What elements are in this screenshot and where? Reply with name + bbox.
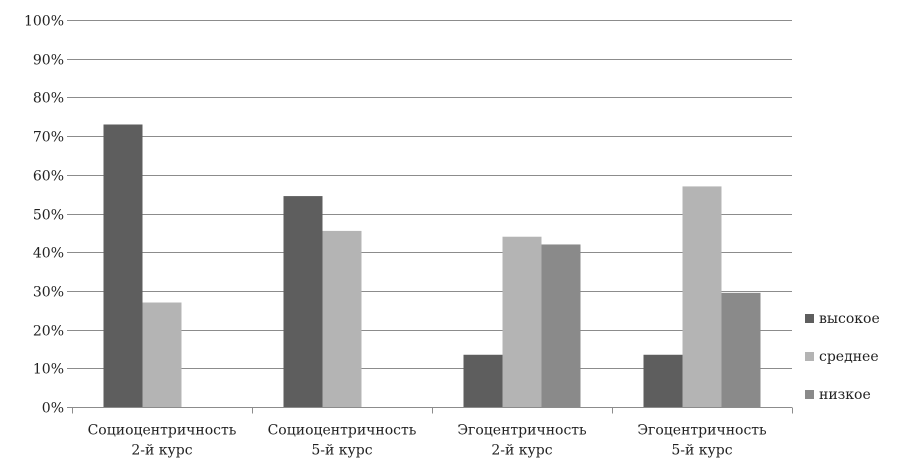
y-tick-label: 80% [33, 91, 64, 107]
legend-label: высокое [819, 311, 880, 327]
legend: высокое среднее низкое [805, 311, 880, 403]
bar-среднее [682, 186, 722, 407]
bar-среднее [322, 230, 362, 407]
bar-высокое [103, 124, 143, 408]
y-axis-tick-labels: 0% 10% 20% 30% 40% 50% 60% 70% 80% 90% 100% [24, 14, 64, 417]
y-tick-label: 60% [33, 169, 64, 185]
bar-высокое [463, 354, 503, 407]
bar-среднее [142, 302, 182, 407]
y-tick-label: 0% [42, 401, 64, 417]
bar-среднее [502, 236, 542, 407]
y-tick-label: 100% [24, 14, 64, 30]
x-category-label: Эгоцентричность 2-й курс [457, 423, 587, 459]
y-tick-label: 50% [33, 208, 64, 224]
y-tick-label: 40% [33, 246, 64, 262]
y-tick-label: 30% [33, 285, 64, 301]
x-category-label: Социоцентричность 2-й курс [88, 423, 237, 459]
legend-label: среднее [819, 349, 879, 365]
bar-низкое [541, 244, 581, 407]
x-category-label: Социоцентричность 5-й курс [268, 423, 417, 459]
bar-высокое [643, 354, 683, 407]
legend-swatch-среднее [805, 352, 814, 361]
legend-label: низкое [819, 387, 871, 403]
legend-swatch-низкое [805, 390, 814, 399]
x-axis-category-labels: Социоцентричность 2-й курс Социоцентричнос… [88, 423, 767, 459]
y-tick-label: 70% [33, 130, 64, 146]
y-tick-label: 90% [33, 53, 64, 69]
bars [103, 124, 761, 408]
x-category-label: Эгоцентричность 5-й курс [637, 423, 767, 459]
legend-swatch-высокое [805, 314, 814, 323]
bar-высокое [283, 196, 323, 407]
x-axis [72, 407, 793, 414]
y-tick-label: 20% [33, 324, 64, 340]
bar-низкое [721, 292, 761, 407]
gridlines [67, 20, 792, 408]
y-tick-label: 10% [33, 362, 64, 378]
